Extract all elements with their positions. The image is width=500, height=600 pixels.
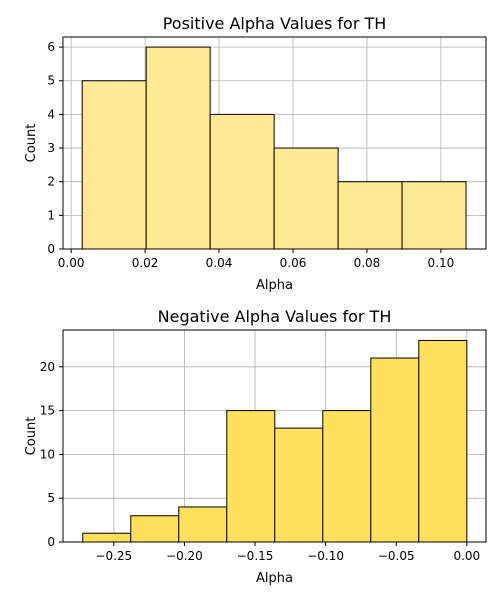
y-tick-label: 10 [40,447,55,461]
x-tick-label: 0.00 [453,549,480,563]
x-tick-label: 0.10 [428,256,455,270]
histogram-bar [226,410,276,543]
y-tick-label: 0 [47,535,55,549]
x-axis-label: Alpha [256,278,293,293]
histogram-bar [145,46,211,250]
x-tick-label: 0.00 [58,256,85,270]
chart-title: Positive Alpha Values for TH [163,14,387,33]
x-tick-label: −0.15 [237,549,274,563]
y-tick-label: 6 [47,40,55,54]
x-tick-label: 0.08 [354,256,381,270]
axes-frame [62,329,487,543]
x-tick-label: 0.02 [132,256,159,270]
y-tick-label: 1 [47,208,55,222]
histogram-bar [274,427,324,543]
histogram-bar [418,340,468,543]
y-tick-label: 15 [40,404,55,418]
histogram-bar [82,532,132,543]
axes-frame [62,36,487,250]
histogram-bar [337,181,403,250]
y-tick-label: 0 [47,242,55,256]
positive-alpha-histogram: 0.00 0.02 0.04 0.06 0.08 0.10 0 1 2 3 4 5 6 Positive … [24,14,487,293]
x-tick-label: −0.10 [307,549,344,563]
histogram-bar [130,515,180,543]
histogram-bar [370,357,420,543]
x-tick-label: −0.25 [95,549,132,563]
histogram-bar [401,181,467,250]
y-tick-label: 20 [40,360,55,374]
y-tick-label: 3 [47,141,55,155]
histogram-bar [209,113,275,250]
histogram-bar [81,80,147,250]
x-tick-label: −0.20 [166,549,203,563]
histogram-bar [273,147,339,250]
y-axis-label: Count [24,417,39,456]
x-tick-label: 0.04 [206,256,233,270]
y-axis-label: Count [24,124,39,163]
y-tick-label: 5 [47,74,55,88]
x-axis-label: Alpha [256,571,293,586]
y-tick-label: 2 [47,175,55,189]
x-tick-label: 0.06 [280,256,307,270]
negative-alpha-histogram: −0.25 −0.20 −0.15 −0.10 −0.05 0.00 0 5 10 15 20 Neg… [24,307,487,586]
x-tick-label: −0.05 [378,549,415,563]
y-tick-label: 5 [47,491,55,505]
histogram-bar [322,410,372,543]
y-tick-label: 4 [47,107,55,121]
histogram-bar [178,506,228,543]
chart-title: Negative Alpha Values for TH [158,307,392,326]
